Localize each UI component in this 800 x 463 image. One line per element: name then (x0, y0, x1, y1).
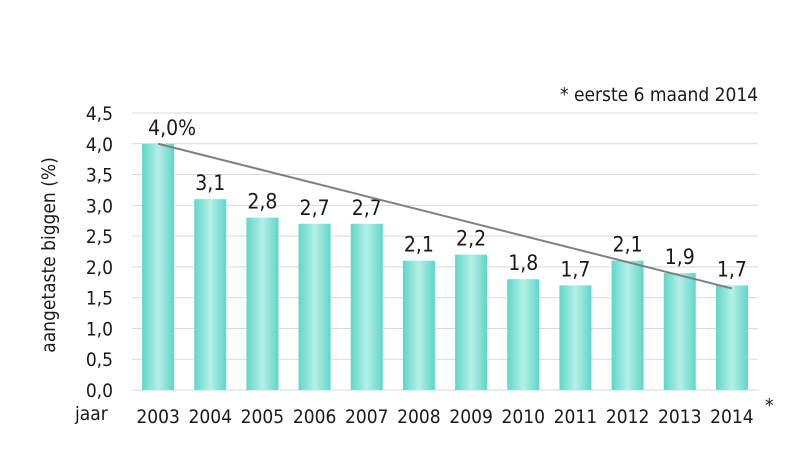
bar-2014 (715, 285, 748, 390)
data-label: 2,7 (300, 196, 330, 220)
x-tick-label: 2004 (189, 406, 233, 428)
data-label: 1,7 (560, 257, 590, 281)
bar-2012 (611, 260, 644, 390)
bar-2010 (507, 279, 540, 390)
data-label: 1,8 (508, 251, 538, 275)
gridlines (132, 112, 758, 391)
bar-2008 (402, 260, 435, 390)
x-tick-label: 2003 (136, 406, 180, 428)
footnote-marker: * (765, 395, 774, 417)
data-label: 2,1 (404, 233, 434, 257)
bar-2013 (663, 273, 696, 390)
data-label: 1,9 (665, 245, 695, 269)
y-tick-label: 2,5 (86, 226, 113, 248)
data-label: 1,7 (717, 257, 747, 281)
bar-2003 (142, 143, 175, 390)
annotation: * eerste 6 maand 2014 (560, 84, 758, 106)
x-tick-label: 2011 (554, 406, 598, 428)
x-tick-label: 2013 (658, 406, 702, 428)
y-tick-label: 0,5 (86, 349, 113, 371)
y-axis-ticks: 0,0 0,5 1,0 1,5 2,0 2,5 3,0 3,5 4,0 4,5 (86, 103, 113, 402)
bar-2011 (559, 285, 592, 390)
data-label: 4,0% (148, 116, 196, 140)
x-tick-label: 2007 (345, 406, 389, 428)
y-tick-label: 1,5 (86, 288, 113, 310)
x-tick-label: 2014 (710, 406, 754, 428)
bar-2006 (298, 223, 331, 390)
y-axis-label: aangetaste biggen (%) (38, 157, 60, 353)
bar-2004 (194, 199, 227, 390)
data-label: 2,8 (247, 190, 277, 214)
bar-2005 (246, 217, 279, 390)
x-axis-label: jaar (74, 403, 109, 425)
y-tick-label: 4,0 (86, 134, 113, 156)
x-tick-label: 2009 (449, 406, 493, 428)
y-tick-label: 4,5 (86, 103, 113, 125)
data-label: 3,1 (195, 171, 225, 195)
x-tick-label: 2005 (241, 406, 285, 428)
data-labels: 4,0%3,12,8 2,7 2,72,1 2,21,8 1,72,11,91,7 (148, 116, 747, 282)
x-tick-label: 2010 (502, 406, 546, 428)
x-tick-label: 2008 (397, 406, 441, 428)
bars (142, 143, 748, 390)
x-axis-ticks: 2003 2004 2005 2006 2007 2008 2009 2010 2011 2012… (136, 406, 753, 428)
x-tick-label: 2006 (293, 406, 337, 428)
x-tick-label: 2012 (606, 406, 650, 428)
data-label: 2,1 (613, 233, 643, 257)
y-tick-label: 3,0 (86, 195, 113, 217)
y-tick-label: 0,0 (86, 380, 113, 402)
y-tick-label: 2,0 (86, 257, 113, 279)
y-tick-label: 1,0 (86, 318, 113, 340)
y-tick-label: 3,5 (86, 165, 113, 187)
bar-2009 (455, 254, 488, 390)
trend-line (157, 142, 733, 290)
data-label: 2,2 (456, 227, 486, 251)
bar-2007 (350, 223, 383, 390)
